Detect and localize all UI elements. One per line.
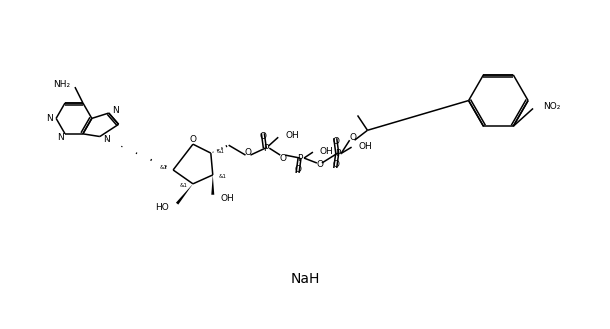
Text: OH: OH	[320, 147, 334, 156]
Text: &1: &1	[179, 183, 187, 188]
Text: O: O	[260, 132, 267, 141]
Text: O: O	[190, 135, 196, 144]
Text: N: N	[103, 135, 110, 144]
Text: O: O	[332, 137, 339, 146]
Text: OH: OH	[285, 131, 299, 140]
Text: O: O	[295, 165, 301, 174]
Text: N: N	[57, 133, 63, 142]
Polygon shape	[176, 184, 193, 205]
Text: O: O	[317, 161, 323, 169]
Text: &1: &1	[219, 174, 226, 179]
Polygon shape	[211, 175, 214, 195]
Text: P: P	[263, 144, 268, 153]
Text: NaH: NaH	[290, 272, 320, 286]
Text: NO₂: NO₂	[543, 102, 561, 111]
Text: O: O	[332, 161, 339, 169]
Text: OH: OH	[221, 194, 234, 203]
Text: O: O	[280, 154, 287, 163]
Text: &1: &1	[159, 165, 167, 170]
Text: N: N	[112, 106, 118, 114]
Text: &1: &1	[217, 149, 224, 154]
Text: P: P	[297, 154, 303, 163]
Text: P: P	[335, 149, 340, 158]
Text: HO: HO	[156, 203, 169, 212]
Text: N: N	[46, 114, 52, 123]
Text: OH: OH	[359, 142, 372, 151]
Text: NH₂: NH₂	[53, 80, 70, 89]
Text: O: O	[349, 133, 356, 142]
Text: O: O	[245, 148, 252, 157]
